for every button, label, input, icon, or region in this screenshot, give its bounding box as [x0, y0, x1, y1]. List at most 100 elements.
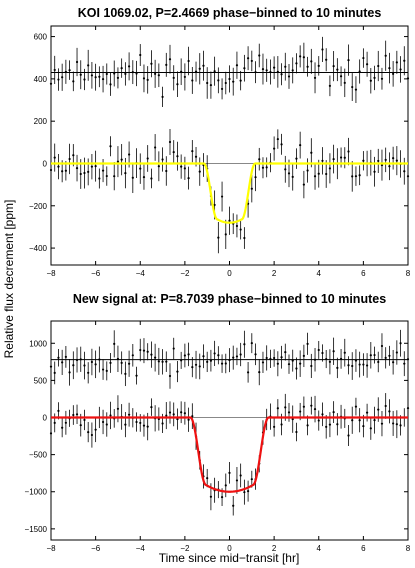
offset-point [98, 75, 101, 78]
transit-point [310, 151, 313, 154]
transit-point [154, 146, 157, 149]
transit-point [72, 413, 75, 417]
offset-point [101, 78, 105, 81]
offset-point [180, 359, 183, 362]
offset-point [265, 69, 268, 72]
offset-point [399, 68, 402, 71]
transit-point [49, 432, 53, 435]
y-tick-label: −1500 [25, 525, 48, 534]
transit-point [135, 420, 138, 424]
offset-point [83, 364, 86, 367]
offset-point [98, 358, 101, 361]
y-tick-label: 1000 [29, 339, 47, 348]
offset-point [154, 356, 157, 359]
offset-point [87, 371, 90, 374]
offset-point [139, 53, 142, 57]
transit-point [246, 490, 250, 493]
offset-point [291, 359, 294, 362]
transit-point [198, 170, 201, 173]
offset-point [273, 356, 276, 360]
transit-point [328, 423, 332, 426]
transit-point [161, 422, 164, 425]
x-tick-label: 2 [272, 269, 277, 278]
offset-point [224, 81, 227, 85]
x-tick-label: −4 [136, 544, 146, 553]
transit-point [206, 476, 209, 480]
transit-point [183, 167, 186, 170]
offset-point [135, 374, 138, 377]
transit-point [172, 413, 175, 416]
transit-point [377, 159, 380, 163]
y-tick-label: 200 [34, 117, 48, 126]
transit-point [142, 176, 146, 179]
x-tick-label: 4 [317, 269, 322, 278]
y-axis-label: Relative flux decrement [ppm] [2, 200, 16, 359]
offset-point [339, 357, 343, 361]
transit-point [98, 177, 101, 180]
transit-point [101, 420, 105, 424]
transit-point [183, 412, 186, 415]
transit-point [232, 504, 235, 507]
transit-point [105, 174, 108, 178]
transit-point [209, 495, 213, 498]
offset-point [113, 72, 116, 75]
offset-point [380, 77, 384, 80]
offset-point [250, 59, 253, 63]
transit-point [321, 159, 324, 162]
transit-point [239, 474, 242, 477]
offset-point [209, 84, 213, 87]
transit-point [313, 175, 317, 178]
transit-point [75, 413, 79, 416]
transit-point [90, 165, 94, 168]
offset-point [109, 83, 112, 86]
transit-point [284, 168, 287, 171]
transit-point [213, 203, 216, 207]
offset-point [161, 95, 164, 98]
transit-point [68, 157, 71, 161]
transit-point [358, 419, 361, 422]
transit-point [64, 169, 67, 172]
offset-point [90, 360, 94, 364]
transit-point [180, 165, 183, 168]
transit-point [280, 143, 283, 146]
transit-point [384, 404, 387, 408]
offset-point [202, 355, 205, 358]
transit-point [101, 169, 105, 172]
offset-point [206, 360, 209, 363]
transit-point [235, 479, 239, 482]
offset-point [202, 64, 205, 67]
transit-point [362, 424, 365, 428]
offset-point [116, 357, 120, 360]
chart-title: KOI 1069.02, P=2.4669 phase−binned to 10… [78, 6, 382, 20]
transit-point [295, 430, 298, 434]
offset-point [72, 80, 75, 83]
transit-point [224, 484, 227, 487]
offset-point [64, 70, 67, 73]
transit-point [168, 411, 172, 414]
transit-point [239, 228, 242, 231]
offset-point [68, 69, 71, 72]
transit-point [287, 172, 291, 175]
offset-point [79, 73, 82, 76]
x-tick-label: −2 [180, 269, 190, 278]
transit-point [176, 155, 179, 158]
offset-point [321, 351, 324, 355]
transit-point [317, 419, 320, 422]
offset-point [362, 363, 365, 366]
transit-point [299, 144, 302, 147]
offset-point [373, 353, 376, 357]
transit-point [362, 159, 365, 162]
transit-point [94, 428, 97, 431]
offset-point [354, 359, 358, 362]
transit-point [273, 147, 276, 150]
transit-point [280, 423, 283, 426]
offset-point [284, 351, 287, 354]
offset-point [217, 354, 220, 357]
offset-point [246, 57, 250, 60]
x-tick-label: 6 [361, 544, 366, 553]
transit-point [187, 176, 190, 180]
offset-point [228, 358, 231, 362]
transit-point [317, 172, 320, 175]
transit-point [373, 419, 376, 422]
transit-point [306, 424, 309, 427]
